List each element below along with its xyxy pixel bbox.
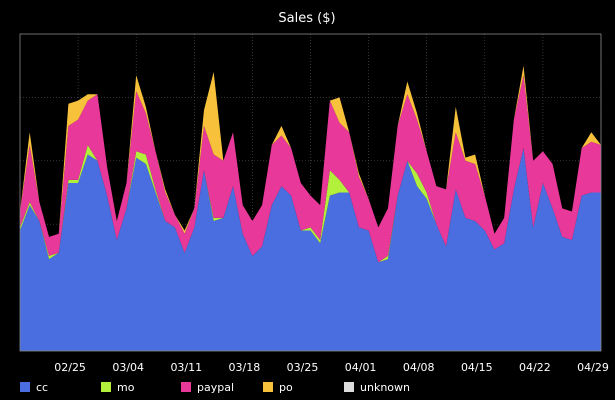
x-tick-label: 03/11 [170,361,202,374]
x-tick-label: 04/29 [577,361,609,374]
x-tick-label: 02/25 [54,361,86,374]
legend-label: mo [117,381,135,394]
legend-label: cc [36,381,48,394]
stacked-areas [20,65,601,351]
legend-label: paypal [197,381,234,394]
series-area-po [20,65,601,237]
legend-swatch [344,382,354,392]
series-area-cc [20,148,601,351]
legend-swatch [263,382,273,392]
x-tick-label: 03/25 [287,361,319,374]
chart-title: Sales ($) [278,11,335,26]
legend-label: unknown [360,381,410,394]
x-tick-label: 04/01 [345,361,377,374]
x-tick-label: 03/18 [229,361,261,374]
legend-item-po: po [263,381,293,394]
legend-swatch [101,382,111,392]
plot-frame [19,33,602,352]
x-tick-label: 03/04 [112,361,144,374]
legend-label: po [279,381,293,394]
legend: cc mo paypal po unknown [20,381,410,394]
x-axis-ticks: 02/25 03/04 03/11 03/18 03/25 04/01 04/08 04/15… [54,361,609,374]
x-tick-label: 04/22 [519,361,551,374]
legend-swatch [20,382,30,392]
series-area-paypal [20,75,601,263]
legend-item-cc: cc [20,381,48,394]
x-tick-label: 04/15 [461,361,493,374]
legend-item-mo: mo [101,381,135,394]
legend-item-paypal: paypal [181,381,234,394]
x-tick-label: 04/08 [403,361,435,374]
legend-item-unknown: unknown [344,381,410,394]
legend-swatch [181,382,191,392]
